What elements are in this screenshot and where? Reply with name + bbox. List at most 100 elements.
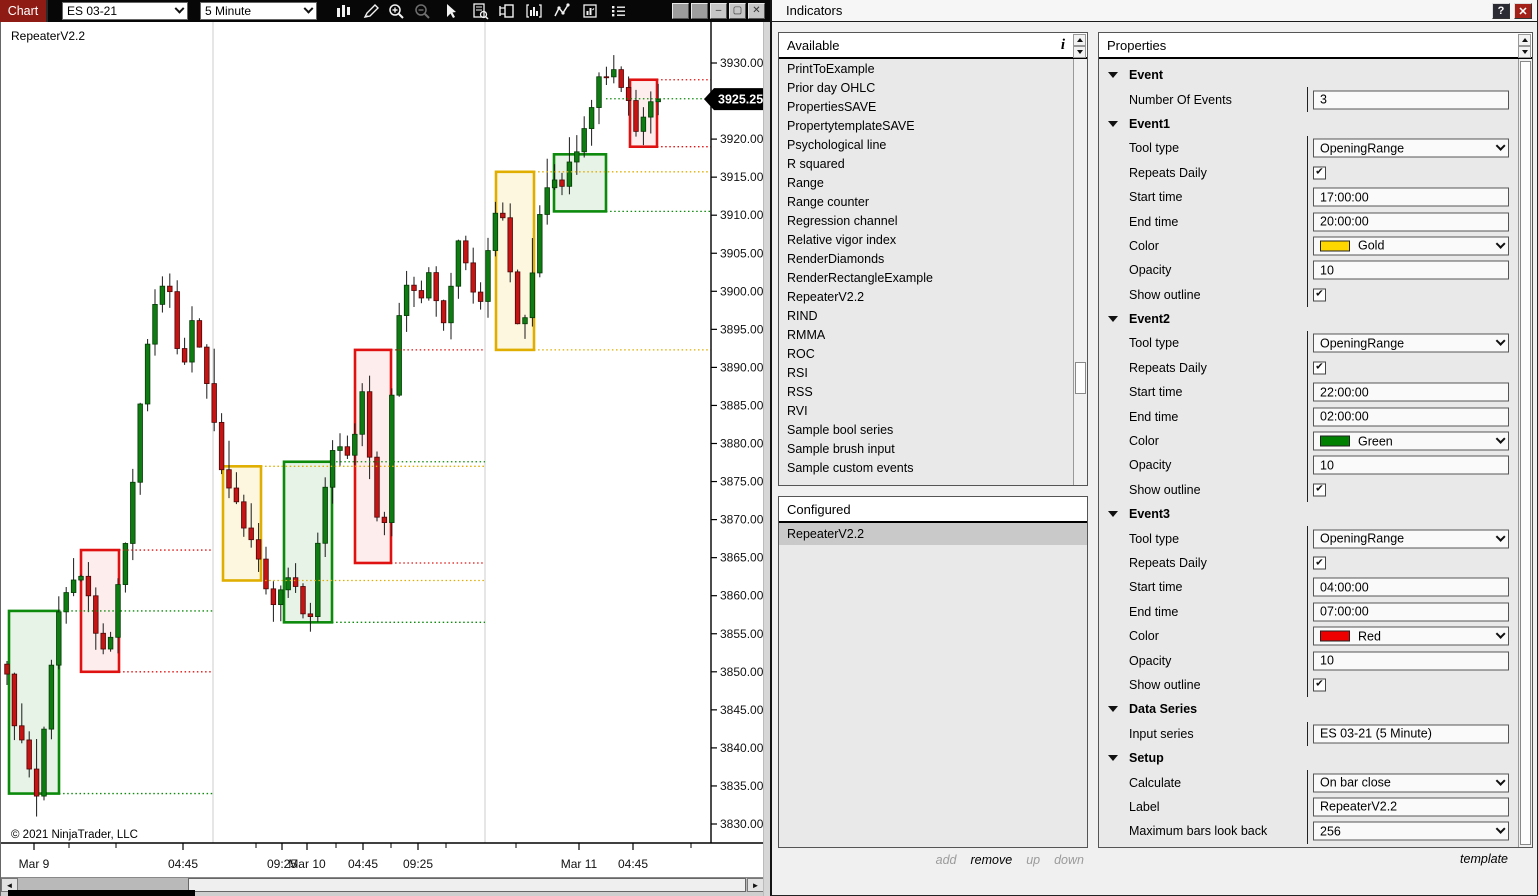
available-list-item[interactable]: Sample custom events [787, 460, 914, 475]
property-input[interactable]: ES 03-21 (5 Minute) [1313, 724, 1509, 744]
property-input[interactable]: RepeaterV2.2 [1313, 797, 1509, 817]
property-checkbox[interactable]: ✔ [1313, 361, 1326, 375]
property-input[interactable]: 10 [1313, 651, 1509, 671]
property-input[interactable]: 07:00:00 [1313, 602, 1509, 622]
property-label: Data Series [1129, 702, 1198, 717]
available-scrollbar-thumb[interactable] [1075, 362, 1086, 394]
property-dropdown[interactable]: On bar close [1313, 773, 1509, 793]
available-list-item[interactable]: Psychological line [787, 137, 887, 152]
available-list-item[interactable]: R squared [787, 156, 845, 171]
instrument-dropdown[interactable]: ES 03-21 [62, 2, 188, 20]
properties-list-icon[interactable] [608, 2, 628, 20]
chart-style-icon[interactable] [333, 2, 353, 20]
property-dropdown[interactable]: OpeningRange [1313, 529, 1509, 549]
template-link[interactable]: template [1098, 852, 1508, 866]
scroll-up-button[interactable] [1518, 34, 1531, 46]
cursor-icon[interactable] [440, 2, 460, 20]
configured-list-item[interactable]: RepeaterV2.2 [779, 523, 1087, 545]
help-button[interactable]: ? [1492, 3, 1510, 19]
available-list-item[interactable]: RIND [787, 308, 818, 323]
property-input[interactable]: 10 [1313, 455, 1509, 475]
available-list-item[interactable]: RMMA [787, 327, 826, 342]
scroll-down-button[interactable] [1073, 46, 1086, 58]
available-list-item[interactable]: ROC [787, 346, 815, 361]
property-input[interactable]: 04:00:00 [1313, 577, 1509, 597]
available-list-item[interactable]: RVI [787, 403, 808, 418]
property-input[interactable]: 10 [1313, 260, 1509, 280]
remove-link[interactable]: remove [970, 853, 1013, 867]
collapse-triangle-icon[interactable] [1108, 706, 1118, 713]
property-dropdown[interactable]: OpeningRange [1313, 138, 1509, 158]
strategy-report-icon[interactable] [580, 2, 600, 20]
data-box-icon[interactable] [496, 2, 516, 20]
property-input[interactable]: 20:00:00 [1313, 212, 1509, 232]
available-list-item[interactable]: RSI [787, 365, 808, 380]
available-list-item[interactable]: Range counter [787, 194, 870, 209]
collapse-triangle-icon[interactable] [1108, 72, 1118, 79]
property-input[interactable]: 3 [1313, 90, 1509, 110]
available-list-item[interactable]: PropertiesSAVE [787, 99, 877, 114]
property-checkbox[interactable]: ✔ [1313, 483, 1326, 497]
available-list-item[interactable]: PrintToExample [787, 61, 875, 76]
up-link[interactable]: up [1026, 853, 1041, 867]
property-dropdown[interactable]: 256 [1313, 821, 1509, 841]
drawing-tools-icon[interactable] [361, 2, 381, 20]
available-list-item[interactable]: Regression channel [787, 213, 898, 228]
property-checkbox[interactable]: ✔ [1313, 678, 1326, 692]
scroll-left-button[interactable]: ◄ [1, 878, 18, 892]
close-dialog-button[interactable]: ✕ [1514, 3, 1532, 19]
collapse-triangle-icon[interactable] [1108, 120, 1118, 127]
available-list-item[interactable]: RenderDiamonds [787, 251, 885, 266]
add-link[interactable]: add [935, 853, 957, 867]
chart-trader-icon[interactable] [470, 2, 490, 20]
property-input[interactable]: 02:00:00 [1313, 407, 1509, 427]
properties-scrollbar-thumb[interactable] [1520, 61, 1531, 845]
property-checkbox[interactable]: ✔ [1313, 166, 1326, 180]
up-candle [152, 303, 158, 345]
available-spinner [1073, 34, 1086, 58]
collapse-triangle-icon[interactable] [1108, 755, 1118, 762]
tab-chart[interactable]: Chart [0, 0, 48, 22]
property-dropdown[interactable]: OpeningRange [1313, 333, 1509, 353]
color-dropdown[interactable]: Green [1313, 431, 1509, 451]
collapse-triangle-icon[interactable] [1108, 511, 1118, 518]
property-checkbox[interactable]: ✔ [1313, 288, 1326, 302]
scroll-up-button[interactable] [1073, 34, 1086, 46]
available-list-item[interactable]: PropertytemplateSAVE [787, 118, 915, 133]
zoom-in-icon[interactable] [386, 2, 406, 20]
minimize-button[interactable]: – [710, 3, 727, 19]
volume-chart-icon[interactable] [524, 2, 544, 20]
available-list-item[interactable]: RenderRectangleExample [787, 270, 933, 285]
available-list-item[interactable]: RSS [787, 384, 813, 399]
collapse-triangle-icon[interactable] [1108, 316, 1118, 323]
chart-horizontal-scrollbar[interactable]: ◄ ► [1, 877, 764, 892]
down-candle [174, 291, 180, 349]
info-icon[interactable]: i [1060, 37, 1065, 53]
down-link[interactable]: down [1054, 853, 1084, 867]
available-list-item[interactable]: Relative vigor index [787, 232, 897, 247]
property-input[interactable]: 22:00:00 [1313, 382, 1509, 402]
available-list-item[interactable]: Range [787, 175, 824, 190]
scrollbar-thumb[interactable] [188, 878, 746, 892]
color-dropdown[interactable]: Gold [1313, 236, 1509, 256]
price-axis-label: 3875.00 [720, 475, 764, 489]
color-value: Gold [1358, 238, 1385, 253]
interval-dropdown[interactable]: 5 Minute [200, 2, 317, 20]
close-window-button[interactable]: ✕ [748, 3, 765, 19]
scroll-down-button[interactable] [1518, 46, 1531, 58]
color-dropdown[interactable]: Red [1313, 626, 1509, 646]
panel-button-2[interactable] [691, 3, 708, 19]
property-checkbox[interactable]: ✔ [1313, 556, 1326, 570]
available-list-item[interactable]: Sample bool series [787, 422, 894, 437]
available-list-item[interactable]: Prior day OHLC [787, 80, 876, 95]
available-list-item[interactable]: Sample brush input [787, 441, 895, 456]
price-axis-label: 3845.00 [720, 703, 764, 717]
properties-scrollbar[interactable] [1518, 59, 1532, 847]
maximize-button[interactable]: ▢ [729, 3, 746, 19]
scroll-right-button[interactable]: ► [747, 878, 764, 892]
available-scrollbar[interactable] [1073, 59, 1087, 485]
available-list-item[interactable]: RepeaterV2.2 [787, 289, 865, 304]
panel-button-1[interactable] [672, 3, 689, 19]
line-chart-icon[interactable] [552, 2, 572, 20]
property-input[interactable]: 17:00:00 [1313, 187, 1509, 207]
